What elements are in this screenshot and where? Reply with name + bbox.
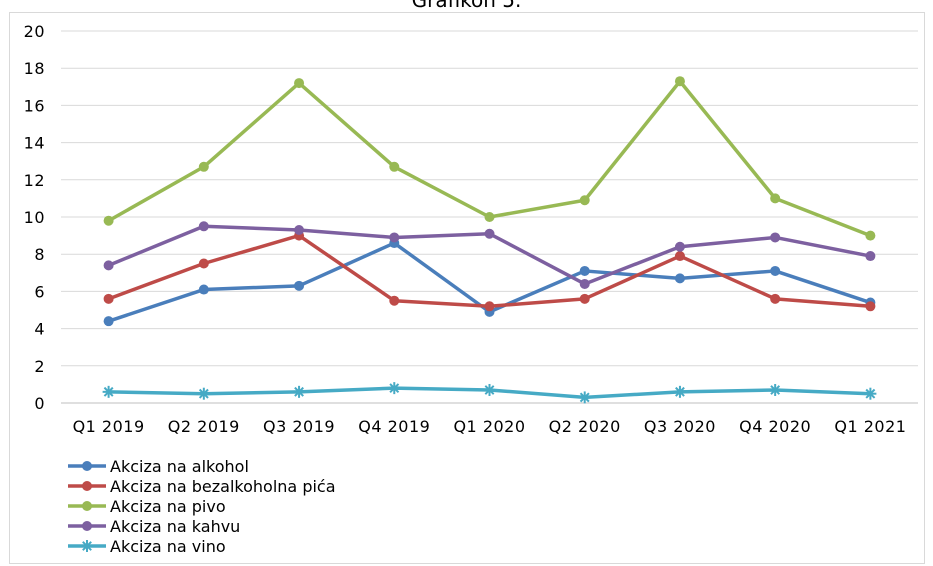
data-point (579, 195, 590, 206)
y-axis-ticks: 0 2 4 6 8 10 12 14 16 18 20 (24, 22, 45, 413)
y-tick-label: 2 (34, 357, 45, 376)
data-point (198, 161, 209, 172)
y-tick-label: 0 (34, 394, 45, 413)
data-point (198, 221, 209, 232)
series-3 (103, 76, 876, 241)
data-point (103, 293, 114, 304)
legend-item: Akciza na vino (68, 537, 226, 556)
data-point (103, 260, 114, 271)
data-point (198, 258, 209, 269)
y-tick-label: 10 (24, 208, 45, 227)
data-point (103, 316, 114, 327)
data-point (389, 232, 400, 243)
series-1 (103, 238, 876, 327)
data-point (674, 241, 685, 252)
legend-item: Akciza na kahvu (68, 517, 240, 536)
y-tick-label: 8 (34, 245, 45, 264)
legend-label: Akciza na alkohol (110, 457, 249, 476)
data-point (102, 385, 115, 398)
data-point (865, 301, 876, 312)
series-2 (103, 230, 876, 312)
data-point (198, 284, 209, 295)
legend-label: Akciza na bezalkoholna pića (110, 477, 336, 496)
y-tick-label: 14 (24, 134, 45, 153)
data-point (197, 387, 210, 400)
legend-item: Akciza na bezalkoholna pića (68, 477, 336, 496)
data-point (769, 383, 782, 396)
x-axis-ticks: Q1 2019 Q2 2019 Q3 2019 Q4 2019 Q1 2020 Q2 20… (73, 417, 906, 436)
series-4 (103, 221, 876, 289)
data-point (388, 382, 401, 395)
x-tick-label: Q3 2020 (644, 417, 716, 436)
legend-item: Akciza na pivo (68, 497, 226, 516)
x-tick-label: Q3 2019 (263, 417, 335, 436)
data-point (389, 161, 400, 172)
data-point (865, 251, 876, 262)
y-tick-label: 18 (24, 59, 45, 78)
grid-lines (61, 30, 918, 404)
x-tick-label: Q4 2020 (739, 417, 811, 436)
data-point (674, 251, 685, 262)
data-point (484, 301, 495, 312)
data-point (484, 212, 495, 222)
data-point (770, 293, 781, 304)
data-point (579, 265, 590, 276)
data-point (770, 193, 781, 204)
y-tick-label: 4 (34, 320, 45, 339)
data-point (389, 295, 400, 306)
x-tick-label: Q2 2020 (549, 417, 621, 436)
y-tick-label: 20 (24, 22, 45, 41)
data-point (864, 387, 877, 400)
data-point (674, 273, 685, 284)
legend-label: Akciza na kahvu (110, 517, 240, 536)
series-5 (102, 382, 877, 404)
chart-frame (9, 12, 925, 564)
series-lines (102, 76, 877, 404)
x-tick-label: Q2 2019 (168, 417, 240, 436)
data-point (579, 278, 590, 289)
data-point (484, 228, 495, 239)
y-tick-label: 16 (24, 96, 45, 115)
data-point (770, 232, 781, 243)
x-tick-label: Q1 2019 (73, 417, 145, 436)
data-point (674, 76, 685, 87)
x-tick-label: Q1 2020 (453, 417, 525, 436)
data-point (578, 391, 591, 404)
y-tick-label: 12 (24, 171, 45, 190)
data-point (483, 383, 496, 396)
legend-item: Akciza na alkohol (68, 457, 249, 476)
data-point (294, 78, 305, 89)
data-point (770, 265, 781, 276)
data-point (673, 385, 686, 398)
x-tick-label: Q1 2021 (834, 417, 906, 436)
legend-label: Akciza na vino (110, 537, 226, 556)
y-tick-label: 6 (34, 282, 45, 301)
data-point (103, 215, 114, 226)
data-point (294, 225, 305, 236)
data-point (294, 280, 305, 291)
legend-label: Akciza na pivo (110, 497, 226, 516)
x-tick-label: Q4 2019 (358, 417, 430, 436)
data-point (865, 230, 876, 241)
data-point (293, 385, 306, 398)
chart-caption: Grafikon 5. (411, 0, 522, 12)
data-point (579, 293, 590, 304)
